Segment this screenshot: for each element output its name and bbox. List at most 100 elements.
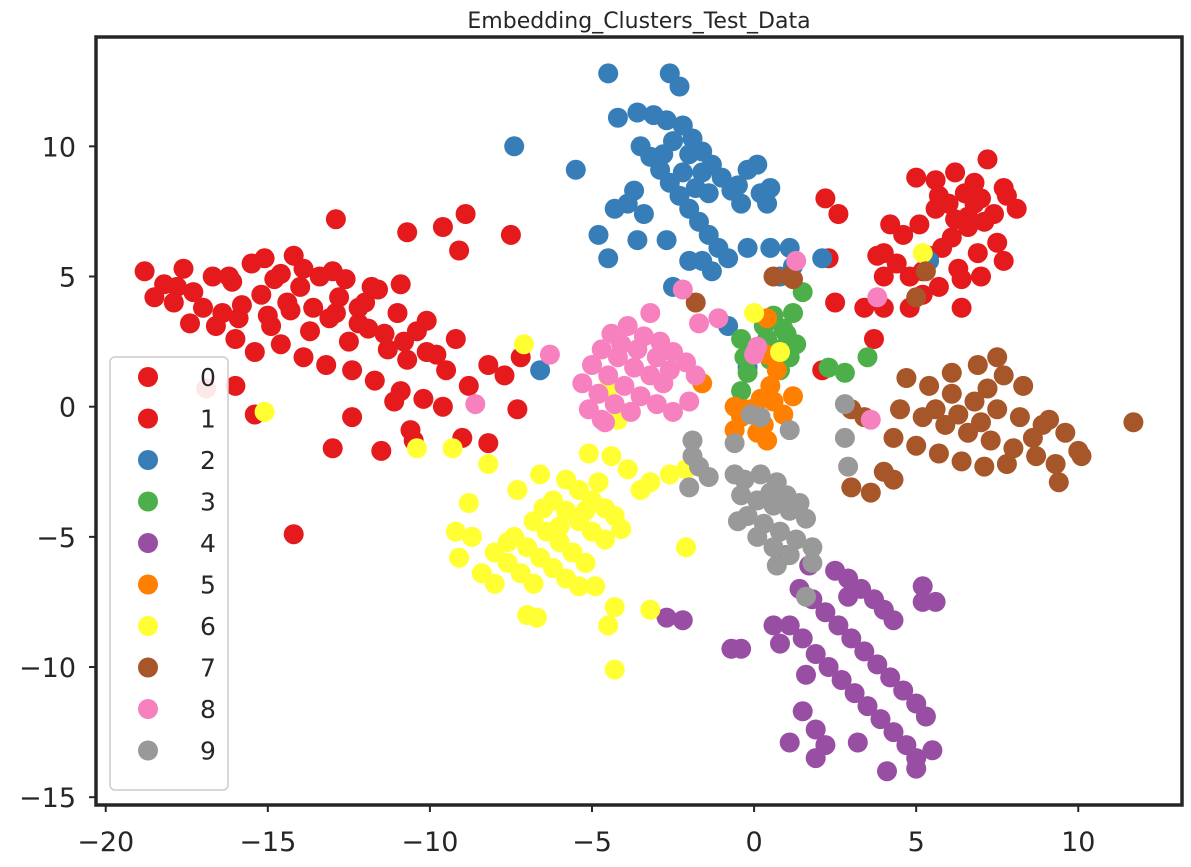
point-0-12 [251,284,272,305]
point-7-47 [925,399,946,420]
point-6-23 [523,573,544,594]
point-0-33 [225,329,246,349]
legend-label-2: 2 [200,446,216,475]
series-9 [679,394,859,607]
point-4-14 [867,654,888,675]
point-7-25 [993,365,1014,386]
point-6-29 [449,547,470,568]
series-2 [504,63,940,381]
legend-label-4: 4 [200,529,216,558]
point-2-46 [598,248,619,269]
point-1-29 [932,237,953,258]
point-7-22 [1022,427,1043,448]
point-8-1 [617,316,638,336]
point-4-27 [883,722,904,743]
legend-label-3: 3 [200,488,216,517]
x-tick-label: 0 [745,827,762,858]
point-2-56 [692,162,713,183]
point-1-39 [864,329,884,349]
point-0-45 [494,365,515,386]
point-8-11 [582,355,602,375]
point-3-17 [834,362,855,383]
point-1-48 [958,206,978,227]
point-7-5 [1009,407,1030,428]
point-8-19 [604,394,625,415]
point-7-48 [971,412,991,433]
point-3-11 [731,329,752,349]
point-2-6 [656,110,677,131]
point-7-39 [783,269,803,290]
point-0-20 [329,287,350,308]
point-0-53 [507,399,528,420]
point-7-13 [1003,438,1024,459]
point-7-38 [763,266,784,287]
point-0-16 [290,276,311,297]
legend-marker-7 [138,657,158,678]
point-6-27 [462,526,482,547]
point-5-10 [757,430,778,451]
series-6 [254,243,933,680]
point-0-68 [228,308,249,329]
point-1-43 [954,183,975,204]
point-6-32 [530,464,551,485]
point-9-16 [727,511,748,532]
point-6-52 [406,438,427,459]
point-3-18 [857,347,878,368]
point-0-81 [390,274,411,295]
point-6-37 [640,472,661,493]
point-0-41 [413,388,434,409]
point-6-26 [497,532,518,553]
legend-marker-1 [138,408,158,429]
point-8-32 [539,344,560,365]
point-6-57 [744,303,765,323]
point-7-2 [941,383,962,404]
point-0-42 [432,396,453,417]
point-0-52 [500,224,521,245]
point-0-37 [316,355,337,375]
point-7-33 [860,482,881,503]
point-6-40 [676,537,696,558]
legend-marker-0 [138,367,158,387]
point-8-20 [620,401,641,422]
point-9-25 [724,433,745,454]
point-0-86 [322,261,343,282]
point-0-43 [458,375,479,396]
point-1-22 [993,250,1014,271]
point-0-29 [416,310,437,331]
point-4-13 [854,641,875,662]
point-1-0 [906,167,927,188]
point-6-61 [575,500,596,521]
point-6-48 [640,599,661,620]
point-6-28 [445,521,466,542]
point-1-1 [925,170,946,191]
point-9-30 [834,427,855,448]
point-7-24 [977,378,998,399]
x-tick-label: 5 [908,827,925,858]
point-1-37 [825,292,846,313]
point-1-35 [828,204,849,224]
x-tick-label: −5 [572,827,612,858]
legend-marker-3 [138,491,158,512]
series-0 [134,204,531,545]
point-6-31 [507,480,528,500]
point-0-7 [202,266,223,287]
point-6-45 [517,605,538,625]
point-8-30 [860,409,881,430]
point-8-27 [708,308,729,329]
point-0-83 [218,266,239,287]
point-0-17 [300,321,320,342]
point-6-47 [598,615,619,636]
point-0-0 [134,261,155,282]
point-7-29 [1048,472,1069,493]
point-0-80 [361,276,382,297]
point-9-1 [750,464,771,485]
point-6-14 [575,552,596,573]
point-6-58 [770,342,790,362]
plot-frame [94,35,1184,807]
point-6-63 [588,472,609,493]
point-4-47 [770,633,790,654]
point-1-30 [867,245,888,266]
point-6-53 [254,401,275,422]
point-8-24 [640,303,661,323]
